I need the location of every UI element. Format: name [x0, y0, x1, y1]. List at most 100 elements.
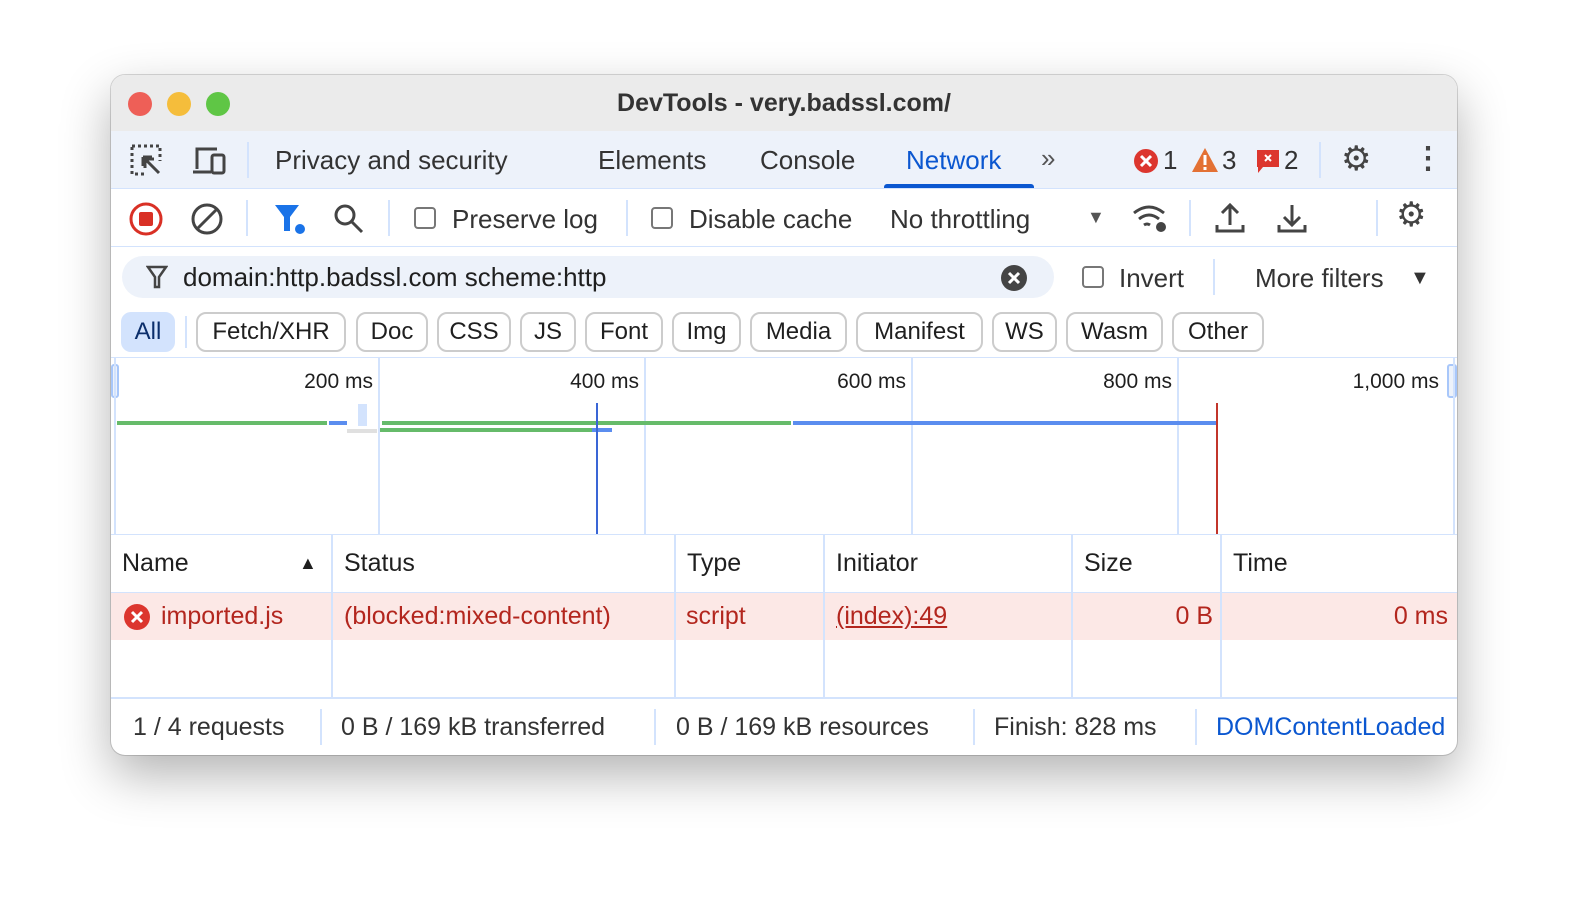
invert-checkbox[interactable]: [1082, 266, 1104, 288]
warning-count[interactable]: 3: [1222, 145, 1237, 175]
devtools-window: DevTools - very.badssl.com/ Privacy and …: [111, 75, 1457, 755]
request-download-bar: [592, 428, 612, 432]
chip-font[interactable]: Font: [585, 312, 663, 352]
close-window-button[interactable]: [128, 92, 152, 116]
transferred-size: 0 B / 169 kB transferred: [341, 713, 606, 741]
resources-size: 0 B / 169 kB resources: [676, 713, 929, 741]
stop-recording-icon[interactable]: [128, 201, 164, 237]
chip-doc[interactable]: Doc: [356, 312, 428, 352]
settings-gear-icon[interactable]: ⚙: [1341, 140, 1372, 178]
resource-type-filters: All Fetch/XHR Doc CSS JS Font Img Media …: [111, 305, 1457, 357]
tick-label: 800 ms: [1103, 370, 1172, 393]
clear-icon[interactable]: [189, 201, 225, 237]
title-bar: DevTools - very.badssl.com/: [111, 75, 1457, 131]
sort-ascending-icon: ▲: [299, 553, 317, 573]
tab-elements[interactable]: Elements: [598, 145, 707, 175]
column-header-status[interactable]: Status: [333, 535, 676, 593]
clear-filter-icon[interactable]: [1000, 264, 1028, 292]
chip-other[interactable]: Other: [1172, 312, 1264, 352]
network-conditions-icon[interactable]: [1131, 201, 1171, 237]
column-header-type[interactable]: Type: [676, 535, 825, 593]
table-row[interactable]: imported.js (blocked:mixed-content) scri…: [111, 593, 1457, 640]
chip-fetch-xhr[interactable]: Fetch/XHR: [196, 312, 346, 352]
more-tabs-icon[interactable]: »: [1041, 143, 1056, 173]
column-header-name[interactable]: Name ▲: [111, 535, 333, 593]
chip-img[interactable]: Img: [672, 312, 741, 352]
request-download-bar: [329, 421, 347, 425]
error-icon: [124, 603, 150, 630]
request-download-bar: [793, 421, 1217, 425]
throttling-select[interactable]: No throttling: [890, 204, 1031, 234]
export-har-icon[interactable]: [1276, 201, 1308, 235]
request-type: script: [686, 602, 746, 630]
request-status: (blocked:mixed-content): [344, 602, 611, 630]
chip-js[interactable]: JS: [520, 312, 576, 352]
search-icon[interactable]: [332, 202, 366, 236]
filter-funnel-icon: [146, 265, 168, 289]
column-header-time[interactable]: Time: [1222, 535, 1457, 593]
network-toolbar: Preserve log Disable cache No throttling…: [111, 189, 1457, 247]
column-header-size[interactable]: Size: [1073, 535, 1222, 593]
request-name: imported.js: [161, 602, 284, 630]
chip-css[interactable]: CSS: [437, 312, 511, 352]
chip-manifest[interactable]: Manifest: [856, 312, 983, 352]
issues-icon[interactable]: [1256, 149, 1280, 175]
error-count[interactable]: 1: [1163, 145, 1178, 175]
invert-label[interactable]: Invert: [1119, 263, 1185, 293]
tab-network[interactable]: Network: [906, 145, 1002, 175]
chip-ws[interactable]: WS: [992, 312, 1057, 352]
request-size: 0 B: [1175, 602, 1213, 630]
preserve-log-checkbox[interactable]: [414, 207, 436, 229]
warning-icon[interactable]: [1191, 147, 1219, 173]
finish-time: Finish: 828 ms: [994, 713, 1157, 741]
chip-media[interactable]: Media: [750, 312, 847, 352]
disable-cache-label[interactable]: Disable cache: [689, 204, 853, 234]
network-settings-gear-icon[interactable]: ⚙: [1396, 196, 1427, 234]
requests-count: 1 / 4 requests: [133, 713, 285, 741]
device-toolbar-icon[interactable]: [191, 143, 227, 179]
more-filters-dropdown-icon[interactable]: ▼: [1410, 267, 1430, 289]
maximize-window-button[interactable]: [206, 92, 230, 116]
request-time: 0 ms: [1393, 602, 1448, 630]
chip-wasm[interactable]: Wasm: [1066, 312, 1163, 352]
tab-console[interactable]: Console: [760, 145, 856, 175]
minimize-window-button[interactable]: [167, 92, 191, 116]
filter-value[interactable]: domain:http.badssl.com scheme:http: [183, 262, 607, 292]
error-icon[interactable]: [1133, 148, 1159, 174]
disable-cache-checkbox[interactable]: [651, 207, 673, 229]
preserve-log-label[interactable]: Preserve log: [452, 204, 598, 234]
dom-content-loaded-time: DOMContentLoaded: [1216, 713, 1446, 741]
throttling-dropdown-icon[interactable]: ▼: [1087, 207, 1105, 227]
overview-right-handle[interactable]: [1447, 364, 1457, 398]
request-initiator-link[interactable]: (index):49: [836, 602, 948, 630]
issues-count[interactable]: 2: [1284, 145, 1299, 175]
tick-label: 400 ms: [570, 370, 639, 393]
window-title: DevTools - very.badssl.com/: [617, 88, 951, 117]
chip-all[interactable]: All: [121, 312, 175, 352]
filter-icon[interactable]: [273, 203, 309, 237]
inspect-element-icon[interactable]: [129, 143, 165, 179]
filter-input[interactable]: domain:http.badssl.com scheme:http: [122, 256, 1054, 298]
more-filters-button[interactable]: More filters: [1255, 263, 1384, 293]
request-waiting-bar: [380, 428, 592, 432]
requests-table: Name ▲ Status Type Initiator Size Time im…: [111, 535, 1457, 697]
request-queued-bar: [347, 429, 377, 433]
tick-label: 200 ms: [304, 370, 373, 393]
tick-label: 1,000 ms: [1352, 370, 1439, 393]
header-label: Name: [122, 549, 189, 577]
request-waiting-bar: [382, 421, 791, 425]
more-options-icon[interactable]: ⋮: [1413, 142, 1443, 175]
request-queue-marker: [358, 404, 367, 426]
import-har-icon[interactable]: [1214, 201, 1246, 235]
status-bar: 1 / 4 requests 0 B / 169 kB transferred …: [111, 697, 1457, 755]
tab-privacy-security[interactable]: Privacy and security: [275, 145, 508, 175]
column-header-initiator[interactable]: Initiator: [825, 535, 1073, 593]
load-event-line: [1216, 403, 1218, 534]
network-overview-timeline[interactable]: 200 ms 400 ms 600 ms 800 ms 1,000 ms: [111, 357, 1457, 535]
active-tab-indicator: [884, 184, 1034, 188]
dom-content-loaded-line: [596, 403, 598, 534]
request-waiting-bar: [117, 421, 327, 425]
filter-row: domain:http.badssl.com scheme:http Inver…: [111, 247, 1457, 305]
panel-tab-bar: Privacy and security Elements Console Ne…: [111, 131, 1457, 189]
tick-label: 600 ms: [837, 370, 906, 393]
